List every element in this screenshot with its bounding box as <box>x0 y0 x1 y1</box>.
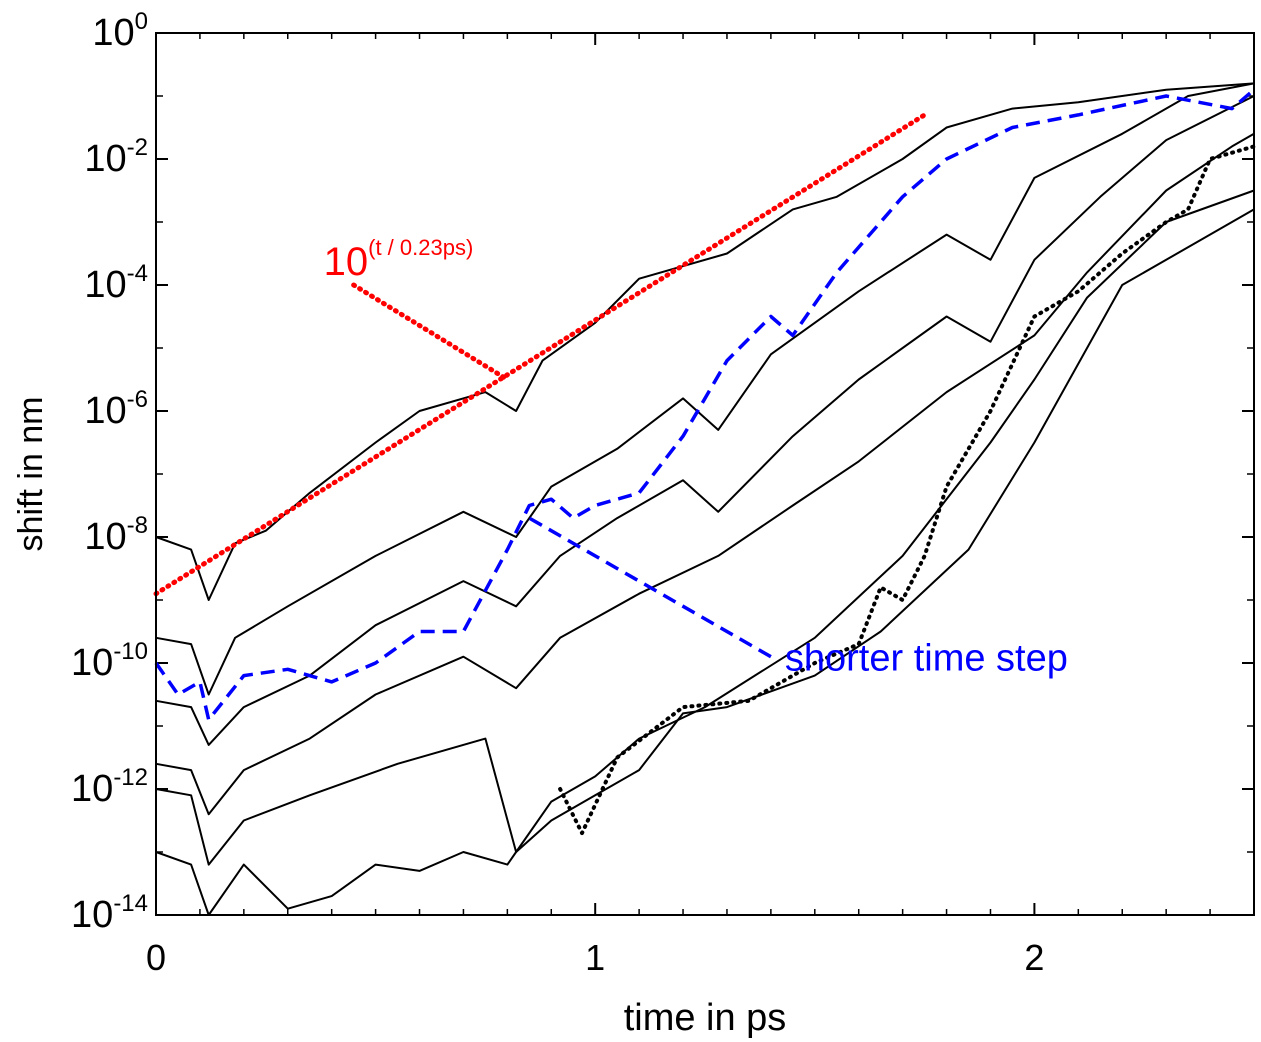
y-tick-label: 10-6 <box>84 386 148 432</box>
series-line <box>155 189 1255 866</box>
y-tick-exponent: -10 <box>113 638 148 665</box>
y-tick-label: 10-2 <box>84 134 148 180</box>
y-tick-base: 10 <box>84 264 126 306</box>
x-tick-label: 2 <box>1024 937 1044 978</box>
series-line <box>155 82 1255 696</box>
y-tick-exponent: -4 <box>127 260 148 287</box>
fit-annotation-base: 10 <box>324 240 369 284</box>
y-tick-exponent: -14 <box>113 890 148 917</box>
x-axis-ticks: 0 1 2 <box>146 33 1211 978</box>
time-step-annotation-leader <box>528 516 772 659</box>
y-tick-label: 10-4 <box>84 260 148 306</box>
fit-annotation-label: 10(t / 0.23ps) <box>324 235 474 284</box>
y-tick-label: 10-12 <box>71 764 148 810</box>
series-line <box>155 208 1255 916</box>
series-line-shorter-time-step <box>154 88 1256 722</box>
series-line <box>155 132 1255 816</box>
y-tick-base: 10 <box>84 390 126 432</box>
y-tick-exponent: -8 <box>127 512 148 539</box>
y-tick-label: 10-14 <box>71 890 148 936</box>
series-layer <box>153 82 1256 916</box>
plot-area-background <box>156 33 1254 915</box>
y-tick-label: 100 <box>92 8 148 54</box>
time-step-annotation-label: shorter time step <box>785 638 1068 680</box>
series-line <box>155 95 1255 746</box>
y-tick-label: 10-10 <box>71 638 148 684</box>
plot-frame <box>155 32 1255 916</box>
y-tick-base: 10 <box>71 768 113 810</box>
series-line-dotted <box>558 144 1256 836</box>
series-line <box>155 82 1255 601</box>
y-tick-base: 10 <box>71 894 113 936</box>
x-tick-label: 0 <box>146 937 166 978</box>
series-line-exponential-fit <box>153 112 928 597</box>
y-tick-label: 10-8 <box>84 512 148 558</box>
y-axis-label: shift in nm <box>12 397 50 552</box>
fit-annotation-leader <box>351 282 510 382</box>
y-tick-base: 10 <box>84 516 126 558</box>
y-tick-base: 10 <box>71 642 113 684</box>
fit-annotation-exponent: (t / 0.23ps) <box>368 235 473 260</box>
y-tick-exponent: -2 <box>127 134 148 161</box>
y-tick-exponent: -6 <box>127 386 148 413</box>
y-tick-base: 10 <box>92 12 134 54</box>
x-axis-label: time in ps <box>624 997 787 1039</box>
x-tick-label: 1 <box>585 937 605 978</box>
y-tick-exponent: 0 <box>135 8 148 35</box>
annotation-layer: 10(t / 0.23ps) shorter time step <box>324 235 1068 680</box>
y-tick-base: 10 <box>84 138 126 180</box>
y-tick-exponent: -12 <box>113 764 148 791</box>
